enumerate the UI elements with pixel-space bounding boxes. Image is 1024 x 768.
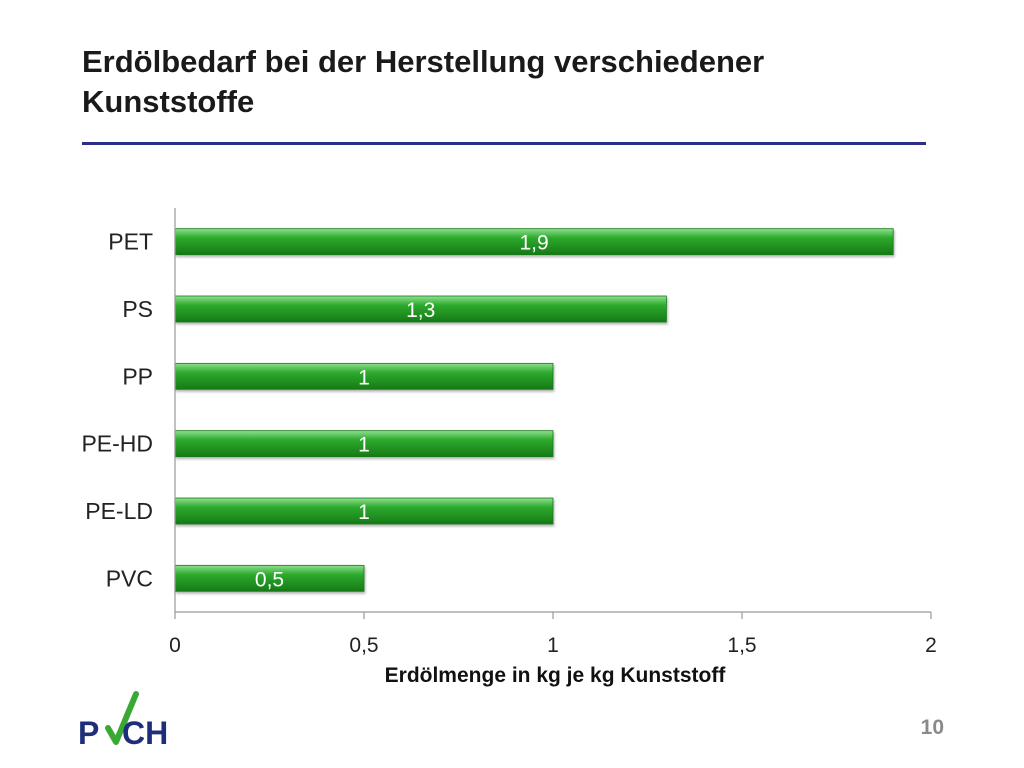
x-tick-label: 0 [169,634,181,657]
bar-value-label: 1 [358,434,370,457]
page-number: 10 [920,716,944,739]
category-label: PE-HD [81,431,153,457]
category-label: PVC [106,565,153,591]
title-underline [82,142,926,145]
bar-value-label: 0,5 [255,568,284,591]
svg-text:CH: CH [122,715,168,748]
category-label: PET [108,229,153,255]
bar-pe-hd [174,430,554,458]
category-label: PE-LD [85,498,153,524]
bar-value-label: 1 [358,501,370,524]
bar-value-label: 1,3 [406,299,435,322]
svg-text:P: P [78,715,99,748]
category-label: PS [122,296,153,322]
bar-value-label: 1,9 [519,232,548,255]
bar-pe-ld [174,497,554,525]
category-label: PP [122,363,153,389]
bar-pet [174,228,894,256]
x-tick-label: 0,5 [349,634,378,657]
pvch-logo: P CH [78,691,168,748]
x-axis-title: Erdölmenge in kg je kg Kunststoff [385,664,727,687]
x-tick-label: 1 [547,634,559,657]
bar-value-label: 1 [358,366,370,389]
bar-pvc [174,564,365,592]
x-tick-label: 1,5 [727,634,756,657]
slide-title: Erdölbedarf bei der Herstellung verschie… [82,44,765,119]
x-tick-label: 2 [925,634,937,657]
